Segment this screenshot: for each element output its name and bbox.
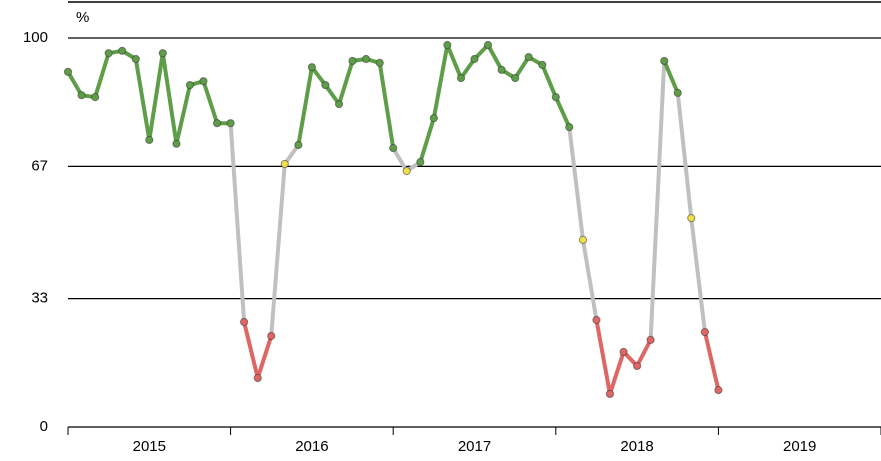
point-marker	[334, 100, 344, 109]
line-segment	[702, 330, 721, 393]
line-segment	[377, 60, 396, 151]
point-marker	[714, 385, 723, 395]
point-marker	[524, 52, 533, 62]
point-marker	[443, 40, 452, 50]
point-marker	[294, 140, 303, 150]
line-segment	[445, 43, 464, 81]
point-marker	[646, 335, 655, 344]
point-marker	[77, 91, 86, 100]
point-marker	[321, 80, 330, 90]
x-tick-label: 2016	[295, 438, 328, 455]
point-marker	[483, 40, 493, 50]
point-marker	[145, 135, 154, 145]
line-segment	[269, 162, 287, 338]
point-marker	[660, 56, 669, 66]
point-marker	[389, 143, 398, 153]
line-segment	[540, 62, 558, 100]
line-segment	[242, 319, 260, 380]
point-marker	[185, 80, 195, 90]
point-marker	[199, 77, 208, 86]
line-segment	[147, 51, 165, 142]
line-segment	[567, 125, 585, 242]
point-marker	[267, 331, 276, 341]
x-tick-label: 2019	[783, 438, 816, 455]
line-segment	[174, 83, 192, 146]
point-marker	[63, 67, 73, 76]
line-segment	[485, 43, 504, 72]
point-marker	[687, 214, 696, 223]
line-segment	[337, 58, 355, 107]
point-marker	[429, 114, 438, 123]
point-marker	[158, 49, 167, 58]
point-marker	[673, 88, 682, 97]
point-marker	[375, 58, 384, 67]
line-segment	[255, 333, 274, 380]
point-marker	[619, 347, 628, 357]
point-marker	[416, 157, 425, 167]
point-marker	[131, 54, 140, 64]
point-marker	[226, 119, 235, 128]
line-segment	[66, 69, 84, 98]
point-marker	[280, 159, 289, 169]
line-segment	[607, 349, 626, 396]
point-marker	[348, 56, 357, 66]
line-segment	[93, 51, 111, 100]
point-marker	[118, 46, 127, 55]
point-marker	[470, 54, 479, 64]
y-tick-label: 67	[31, 157, 48, 174]
y-tick-label: 100	[23, 29, 48, 46]
point-marker	[551, 93, 560, 102]
line-segment	[296, 65, 314, 147]
line-segment	[228, 121, 247, 324]
point-marker	[592, 315, 601, 325]
line-segment	[431, 43, 450, 121]
point-marker	[511, 73, 520, 83]
line-segment	[648, 58, 667, 342]
point-marker	[91, 93, 100, 102]
point-marker	[402, 166, 411, 176]
line-segment	[391, 146, 409, 174]
point-marker	[700, 327, 710, 337]
line-segment	[418, 116, 436, 165]
point-marker	[538, 60, 547, 69]
line-segment	[160, 51, 179, 146]
x-tick-label: 2018	[620, 438, 653, 455]
point-marker	[565, 122, 574, 132]
line-segment	[594, 318, 612, 396]
line-segment	[675, 90, 694, 221]
line-segment	[662, 58, 680, 95]
point-marker	[253, 373, 262, 383]
line-segment	[580, 237, 599, 323]
point-marker	[605, 389, 615, 399]
line-segment	[553, 95, 572, 130]
line-segment	[689, 216, 707, 335]
line-segment	[635, 337, 653, 368]
point-marker	[361, 54, 371, 64]
line-segment	[133, 57, 152, 142]
point-marker	[578, 235, 588, 244]
y-tick-label: 0	[40, 418, 48, 435]
point-marker	[307, 63, 316, 72]
x-tick-label: 2015	[133, 438, 166, 455]
point-marker	[239, 317, 249, 327]
point-marker	[456, 73, 466, 83]
point-marker	[497, 65, 506, 74]
point-marker	[172, 139, 181, 148]
y-tick-label: 33	[31, 290, 48, 307]
line-segment	[201, 79, 220, 126]
y-axis-label: %	[76, 9, 89, 26]
line-segment	[513, 55, 531, 81]
point-marker	[213, 119, 222, 128]
x-tick-label: 2017	[458, 438, 491, 455]
point-marker	[633, 361, 642, 371]
point-marker	[104, 49, 113, 58]
